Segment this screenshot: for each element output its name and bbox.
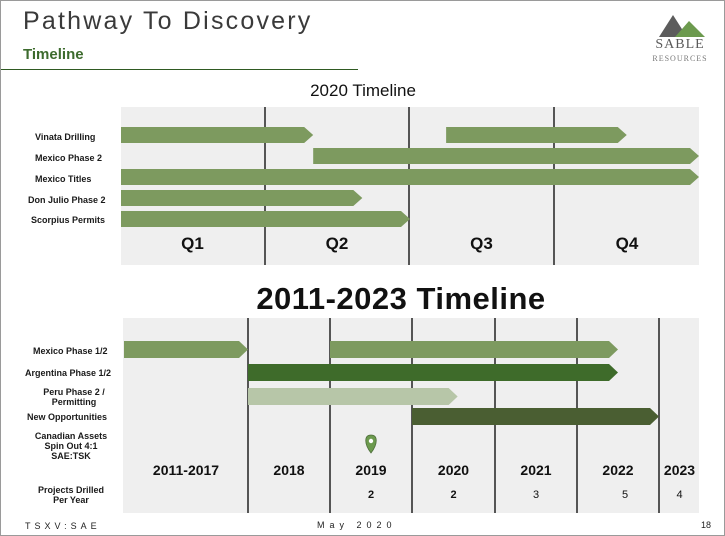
timeline-2020-bar (121, 169, 699, 185)
title-divider (1, 69, 358, 70)
timeline-2011-2023-divider (329, 318, 331, 513)
year-label: 2019 (355, 462, 387, 478)
timeline-2020-divider (408, 107, 410, 265)
footer-date: May 2020 (317, 520, 397, 530)
page-number: 18 (701, 520, 712, 530)
logo-mountain-green (675, 21, 705, 37)
timeline-2011-2023-row-label: New Opportunities (27, 412, 108, 422)
timeline-2020-bar (121, 211, 410, 227)
timeline-2011-2023-row-label: Argentina Phase 1/2 (25, 368, 112, 378)
logo-name: SABLE (655, 37, 705, 52)
year-label: 2018 (273, 462, 305, 478)
year-label: 2021 (520, 462, 552, 478)
timeline-2020-row-label: Vinata Drilling (35, 132, 96, 142)
year-label: 2022 (602, 462, 634, 478)
timeline-2011-2023-row-label: Peru Phase 2 / Permitting (43, 387, 105, 407)
timeline-2020-row-label: Mexico Phase 2 (35, 153, 103, 163)
footer-ticker: TSXV:SAE (25, 521, 101, 531)
projects-count: 4 (676, 489, 683, 501)
sable-logo-icon (659, 15, 705, 37)
page-title: Pathway To Discovery (23, 7, 313, 35)
timeline-2011-2023-bar (124, 341, 248, 358)
timeline-2011-2023-divider (247, 318, 249, 513)
quarter-label-q4: Q4 (615, 234, 639, 253)
timeline-2011-2023-heading: 2011-2023 Timeline (256, 281, 546, 316)
year-label: 2023 (663, 462, 696, 478)
map-pin-icon (365, 434, 377, 454)
logo-subtitle: RESOURCES (652, 54, 708, 63)
timeline-2020-divider (264, 107, 266, 265)
projects-drilled-label: Projects Drilled Per Year (37, 485, 105, 505)
projects-count: 2 (367, 489, 375, 501)
timeline-2020-bar (446, 127, 627, 143)
timeline-2020-bar (313, 148, 699, 164)
timeline-2020-divider (553, 107, 555, 265)
timeline-2011-2023-row-label: Canadian Assets Spin Out 4:1 SAE:TSK (34, 431, 108, 461)
projects-count: 5 (621, 489, 629, 501)
quarter-label-q1: Q1 (181, 234, 204, 253)
year-label: 2020 (437, 462, 470, 478)
timeline-2020-row-label: Scorpius Permits (31, 215, 106, 225)
quarter-label-q2: Q2 (325, 234, 349, 253)
timeline-2011-2023-row-label: Mexico Phase 1/2 (33, 346, 108, 356)
timeline-2011-2023-divider (658, 318, 660, 513)
year-label: 2011-2017 (152, 462, 220, 478)
projects-count: 2 (450, 489, 457, 501)
projects-count: 3 (532, 489, 540, 501)
timeline-2011-2023-bar (248, 388, 458, 405)
timeline-2011-2023-bar (330, 341, 618, 358)
timeline-2011-2023-bar (248, 364, 618, 381)
quarter-label-q3: Q3 (470, 234, 493, 253)
timeline-2020-bar (121, 190, 363, 206)
timeline-2020-row-label: Don Julio Phase 2 (28, 195, 106, 205)
timeline-2011-2023-bar (412, 408, 659, 425)
timeline-2020-heading: 2020 Timeline (310, 81, 416, 100)
timeline-2020-bar (121, 127, 314, 143)
timeline-2020-row-label: Mexico Titles (35, 174, 92, 184)
page-subtitle: Timeline (23, 46, 84, 63)
